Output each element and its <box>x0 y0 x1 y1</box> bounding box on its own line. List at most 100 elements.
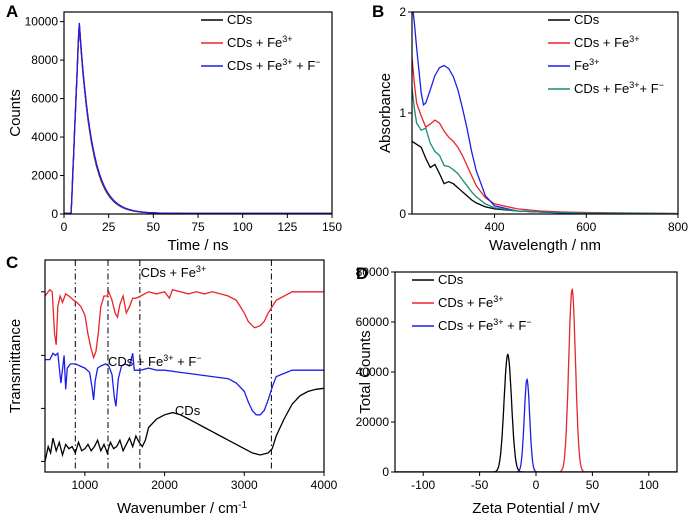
legend-label-part: CDs <box>574 12 600 27</box>
series-annotation-part: CDs + Fe <box>141 265 196 280</box>
y-tick-label: 40000 <box>356 365 390 379</box>
x-tick-label: 1000 <box>72 478 99 492</box>
legend-label-part: 3+ <box>589 57 599 67</box>
y-tick-label: 2 <box>399 5 406 19</box>
panel-letter: C <box>6 253 18 272</box>
legend-label-part: − <box>659 80 664 90</box>
x-tick-label: 100 <box>233 220 253 234</box>
y-axis-label: Absorbance <box>377 73 394 153</box>
series-line <box>412 57 678 214</box>
x-tick-label: 3000 <box>231 478 258 492</box>
y-tick-label: 4000 <box>31 130 58 144</box>
y-tick-label: 60000 <box>356 315 390 329</box>
legend-label-part: 3+ <box>282 34 292 44</box>
x-axis-label-part: Wavenumber / cm <box>117 500 238 517</box>
legend-label-part: − <box>526 317 531 327</box>
legend-label-part: 3+ <box>493 294 503 304</box>
y-tick-label: 10000 <box>25 15 59 29</box>
x-tick-label: 50 <box>147 220 161 234</box>
x-axis-label-part: -1 <box>238 500 247 511</box>
y-axis-label: Transmittance <box>7 319 24 413</box>
series-annotation-part: CDs <box>175 403 201 418</box>
plot-area <box>64 22 332 214</box>
legend-label-part: Fe <box>574 58 589 73</box>
legend-label: Fe3+ <box>574 57 599 73</box>
panel-D: D -100 -50 0 50 100 0 20000 40000 60000 80000 Zeta … <box>356 264 678 517</box>
y-tick-label: 1 <box>399 106 406 120</box>
x-tick-label: 4000 <box>311 478 338 492</box>
y-tick-label: 0 <box>382 465 389 479</box>
x-tick-label: 100 <box>639 478 659 492</box>
legend-label: CDs + Fe3+ + F− <box>438 317 532 333</box>
series-line <box>412 140 678 214</box>
y-tick-label: 6000 <box>31 92 58 106</box>
legend-label-part: + F <box>504 318 527 333</box>
legend-label: CDs + Fe3+ <box>574 34 640 50</box>
y-tick-label: 8000 <box>31 53 58 67</box>
x-tick-label: 0 <box>61 220 68 234</box>
series-line <box>395 377 677 472</box>
legend-label: CDs <box>574 12 600 27</box>
series-annotation: CDs + Fe3+ <box>141 264 207 280</box>
y-tick-label: 80000 <box>356 265 390 279</box>
y-axis-label: Counts <box>7 89 24 137</box>
plot-frame <box>44 259 325 473</box>
legend-label-part: CDs + Fe <box>574 81 629 96</box>
legend-label: CDs + Fe3+ + F− <box>227 57 321 73</box>
panel-letter: A <box>6 2 18 21</box>
x-tick-label: 25 <box>102 220 116 234</box>
legend-label: CDs + Fe3++ F− <box>574 80 664 96</box>
series-annotation: CDs + Fe3+ + F− <box>108 353 202 369</box>
series-line <box>45 351 324 416</box>
x-tick-label: 800 <box>668 220 688 234</box>
series-annotation-part: + F <box>174 354 197 369</box>
panel-letter: B <box>372 2 384 21</box>
x-tick-label: 50 <box>586 478 600 492</box>
legend-label-part: CDs + Fe <box>438 318 493 333</box>
series-annotation-part: CDs + Fe <box>108 354 163 369</box>
x-tick-label: 400 <box>485 220 505 234</box>
plot-area <box>395 287 677 472</box>
plot-area <box>412 12 678 214</box>
x-tick-label: 0 <box>533 478 540 492</box>
panel-C: C 1000 2000 3000 4000 Wavenumber / cm-1 Transm… <box>6 253 338 517</box>
legend-label-part: 3+ <box>493 317 503 327</box>
legend-label: CDs <box>438 272 464 287</box>
x-tick-label: 125 <box>277 220 297 234</box>
series-line <box>64 22 332 214</box>
series-line <box>45 387 324 462</box>
series-annotation: CDs <box>175 403 201 418</box>
legend-label-part: 3+ <box>629 80 639 90</box>
series-line <box>45 288 324 360</box>
panel-letter: D <box>356 264 368 283</box>
legend-label-part: CDs + Fe <box>574 35 629 50</box>
series-line <box>395 287 677 472</box>
x-tick-label: 600 <box>576 220 596 234</box>
panel-B: B 400 600 800 0 1 2 Wavelength / nm Absorbance CD… <box>372 2 688 254</box>
legend-label-part: CDs <box>227 12 253 27</box>
legend-label-part: + F <box>640 81 659 96</box>
legend-label: CDs + Fe3+ <box>227 34 293 50</box>
y-axis-label: Total Counts <box>357 330 374 413</box>
series-annotation-part: − <box>196 353 201 363</box>
plot-area <box>45 260 324 472</box>
legend-label-part: 3+ <box>282 57 292 67</box>
series-annotation-part: 3+ <box>163 353 173 363</box>
x-tick-label: 75 <box>191 220 205 234</box>
legend-label-part: CDs + Fe <box>227 58 282 73</box>
x-axis-label: Time / ns <box>167 237 228 254</box>
x-tick-label: 150 <box>322 220 342 234</box>
legend-label: CDs + Fe3+ <box>438 294 504 310</box>
y-tick-label: 0 <box>399 207 406 221</box>
series-annotation-part: 3+ <box>196 264 206 274</box>
y-tick-label: 20000 <box>356 415 390 429</box>
legend-label-part: CDs + Fe <box>227 35 282 50</box>
x-tick-label: -50 <box>471 478 489 492</box>
legend-label: CDs <box>227 12 253 27</box>
legend-label-part: CDs <box>438 272 464 287</box>
